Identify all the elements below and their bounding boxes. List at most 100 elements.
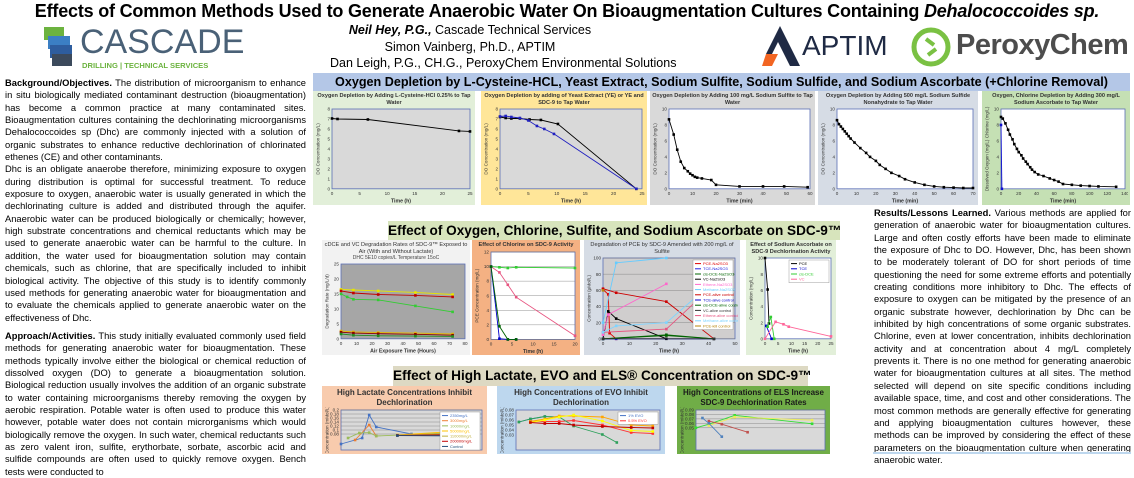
x-tick-label: 10 — [530, 341, 536, 346]
title-text: Effects of Common Methods Used to Genera… — [35, 1, 924, 21]
data-point — [773, 338, 776, 341]
y-tick-label: 2 — [832, 171, 835, 176]
y-tick-label: 25 — [334, 262, 340, 267]
y-axis-label: Dissolved Oxygen (mg/L) Chlorine (mg/L) — [985, 106, 990, 191]
data-point — [1004, 122, 1007, 125]
data-point — [1016, 148, 1019, 151]
x-tick-label: 0 — [490, 341, 493, 346]
data-point — [602, 289, 605, 292]
chart-title: Oxygen Depletion by adding of Yeast Extr… — [483, 93, 645, 106]
y-tick-label: 40 — [596, 304, 602, 309]
data-point — [414, 335, 417, 338]
y-tick-label: 0.09 — [685, 408, 694, 413]
plot-area — [669, 109, 810, 189]
y-tick-label: 1 — [327, 177, 330, 182]
data-point — [1007, 129, 1010, 132]
data-point — [458, 130, 461, 133]
data-point — [340, 443, 343, 446]
x-tick-label: 25 — [639, 191, 645, 196]
data-point — [811, 422, 814, 425]
x-axis-label: Time (min) — [1050, 199, 1076, 205]
data-point — [601, 416, 604, 419]
y-tick-label: 4 — [832, 155, 835, 160]
chart-panel-sulfite-pce: Degradation of PCE by SDC-9 Amended with… — [584, 240, 740, 355]
data-point — [1115, 186, 1118, 189]
chart-title: Oxygen Depletion by Adding 100 mg/L Sodi… — [652, 93, 813, 106]
x-tick-label: 5 — [511, 341, 514, 346]
y-tick-label: 20 — [334, 277, 340, 282]
y-axis-label: Concentration (mMol/L) — [680, 407, 685, 453]
data-point — [361, 437, 364, 440]
x-tick-label: 10 — [789, 341, 795, 346]
data-point — [713, 338, 716, 341]
data-point — [543, 128, 546, 131]
x-tick-label: 60 — [1052, 191, 1058, 196]
cascade-logo: CASCADE DRILLING | TECHNICAL SERVICES — [40, 25, 230, 73]
x-tick-label: 20 — [611, 191, 617, 196]
data-point — [665, 301, 668, 304]
chart-title: Effect of Sodium Ascorbate on SDC-9 Dech… — [748, 242, 834, 255]
data-point — [515, 338, 518, 341]
data-point — [1001, 117, 1004, 120]
data-point — [1022, 157, 1025, 160]
data-point — [572, 424, 575, 427]
data-point — [1033, 171, 1036, 174]
x-tick-label: 10 — [854, 191, 860, 196]
data-point — [367, 118, 370, 121]
data-point — [738, 185, 741, 188]
data-point — [490, 265, 493, 268]
author-affiliation: Cascade Technical Services — [432, 23, 592, 37]
data-point — [665, 283, 668, 286]
data-point — [672, 133, 675, 136]
data-point — [529, 421, 532, 424]
data-point — [368, 424, 371, 427]
data-point — [616, 441, 619, 444]
data-point — [515, 266, 518, 269]
data-point — [368, 431, 371, 434]
x-tick-label: 50 — [732, 341, 738, 346]
y-tick-label: 4 — [996, 155, 999, 160]
data-point — [518, 421, 521, 424]
legend-label: VC — [799, 277, 805, 282]
y-tick-label: 0.06 — [685, 421, 694, 426]
chart-panel-evo: High Concentrations of EVO Inhibit Dechl… — [497, 386, 665, 454]
data-point — [615, 317, 618, 320]
y-tick-label: 10 — [830, 107, 836, 112]
data-point — [665, 322, 668, 325]
data-point — [770, 338, 773, 341]
data-point — [414, 305, 417, 308]
x-tick-label: 80 — [1069, 191, 1075, 196]
x-tick-label: 10 — [354, 341, 360, 346]
data-point — [375, 435, 378, 438]
chart-panel-ascorbate-activity: Effect of Sodium Ascorbate on SDC-9 Dech… — [746, 240, 836, 355]
data-point — [340, 333, 343, 336]
data-point — [859, 147, 862, 150]
data-point — [572, 419, 575, 422]
data-point — [630, 429, 633, 432]
y-axis-label: Concentration (mMol/L) — [500, 407, 505, 453]
x-tick-label: 20 — [815, 341, 821, 346]
results-heading: Results/Lessons Learned. — [874, 208, 991, 218]
data-point — [352, 334, 355, 337]
legend-label: 0.5% EVO — [628, 418, 647, 423]
x-tick-label: 30 — [680, 341, 686, 346]
data-point — [602, 331, 605, 334]
data-point — [1053, 179, 1056, 182]
y-tick-label: 10 — [994, 107, 1000, 112]
data-point — [687, 170, 690, 173]
data-point — [558, 422, 561, 425]
data-point — [766, 288, 769, 291]
y-tick-label: 3 — [495, 157, 498, 162]
plot-area — [332, 109, 470, 189]
y-tick-label: 60 — [596, 288, 602, 293]
data-point — [540, 119, 543, 122]
x-axis-label: Time (h) — [561, 199, 581, 205]
x-tick-label: 20 — [572, 341, 578, 346]
x-tick-label: 120 — [1103, 191, 1111, 196]
